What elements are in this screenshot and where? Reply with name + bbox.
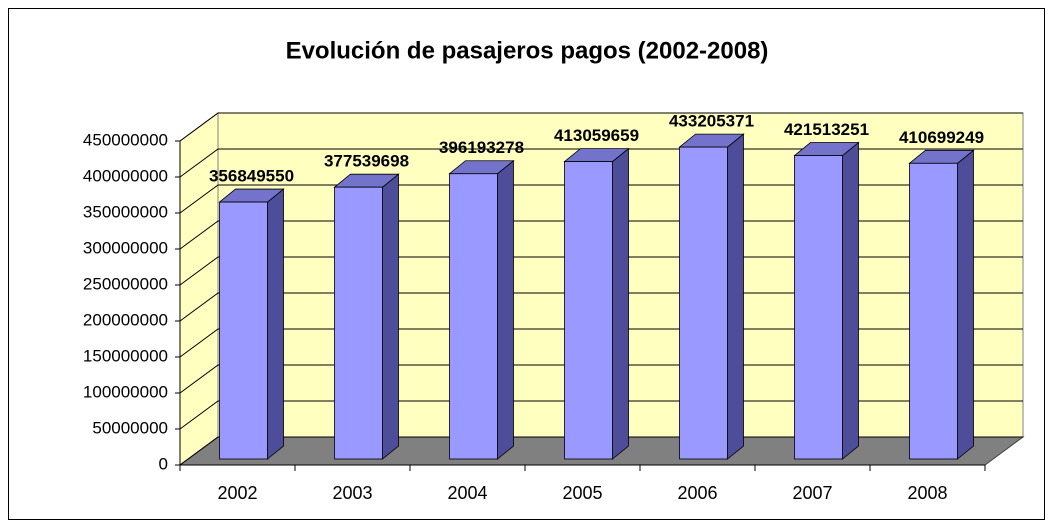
y-tick-label: 50000000 (92, 418, 168, 437)
data-label: 356849550 (209, 167, 294, 186)
bar (449, 173, 498, 460)
bar-side (497, 159, 514, 460)
bar-side (267, 188, 284, 460)
grid-line (179, 256, 1023, 286)
x-tick-label: 2005 (562, 483, 602, 503)
data-label: 421513251 (784, 120, 869, 139)
x-tick-label: 2003 (332, 483, 372, 503)
data-label: 377539698 (324, 152, 409, 171)
y-tick-label: 150000000 (83, 346, 168, 365)
x-tick-label: 2007 (792, 483, 832, 503)
x-tick-label: 2004 (447, 483, 487, 503)
y-tick-label: 400000000 (83, 166, 168, 185)
grid-line (179, 112, 1023, 142)
grid-line (179, 184, 1023, 214)
bar (334, 186, 383, 460)
bar (909, 162, 958, 460)
data-label: 410699249 (899, 128, 984, 147)
x-tick-label: 2002 (217, 483, 257, 503)
grid-line (179, 292, 1023, 322)
bar-side (382, 173, 399, 460)
y-tick-label: 0 (159, 454, 168, 473)
x-tick-label: 2008 (907, 483, 947, 503)
grid-line (179, 364, 1023, 394)
bar-side (842, 141, 859, 460)
y-tick-label: 450000000 (83, 130, 168, 149)
bar-side (727, 133, 744, 460)
y-tick-label: 250000000 (83, 274, 168, 293)
grid-line (179, 400, 1023, 430)
chart-title: Evolución de pasajeros pagos (2002-2008) (286, 37, 769, 64)
x-tick-label: 2006 (677, 483, 717, 503)
y-tick-label: 300000000 (83, 238, 168, 257)
grid-line (179, 436, 1023, 466)
data-label: 413059659 (554, 126, 639, 145)
grid-line (179, 220, 1023, 250)
data-label: 433205371 (669, 112, 754, 131)
grid-line (179, 328, 1023, 358)
y-tick-label: 100000000 (83, 382, 168, 401)
bar (679, 146, 728, 460)
bar-side (957, 149, 974, 460)
grid-line (179, 148, 1023, 178)
data-label: 396193278 (439, 138, 524, 157)
y-tick-label: 200000000 (83, 310, 168, 329)
y-tick-label: 350000000 (83, 202, 168, 221)
bar (564, 161, 613, 460)
bar-side (612, 147, 629, 460)
bar (794, 155, 843, 460)
bar (219, 201, 268, 460)
